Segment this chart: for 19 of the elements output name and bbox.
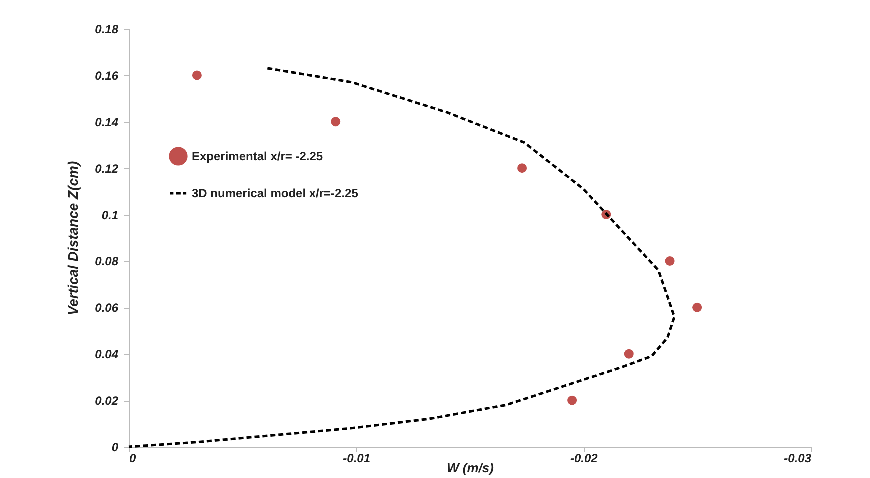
y-tick-label: 0.12 bbox=[95, 162, 119, 176]
y-tick-label: 0.02 bbox=[95, 394, 119, 408]
legend-label: Experimental x/r= -2.25 bbox=[192, 150, 324, 164]
y-tick-label: 0.08 bbox=[95, 254, 119, 269]
legend-label: 3D numerical model x/r=-2.25 bbox=[192, 186, 359, 200]
y-tick-label: 0.14 bbox=[95, 115, 119, 130]
line-series bbox=[128, 67, 676, 448]
y-tick-label: 0.16 bbox=[95, 68, 119, 83]
x-tick-label: -0.01 bbox=[343, 452, 371, 466]
y-axis-title: Vertical Distance Z(cm) bbox=[65, 161, 82, 316]
x-tick-label: -0.02 bbox=[570, 452, 598, 466]
y-tick-label: 0.18 bbox=[95, 22, 119, 36]
x-axis-title: W (m/s) bbox=[447, 460, 494, 476]
x-tick-label: 0 bbox=[130, 452, 136, 466]
x-tick-label: -0.03 bbox=[784, 452, 812, 466]
y-tick-label: 0.06 bbox=[95, 301, 119, 316]
y-tick-label: 0.04 bbox=[95, 348, 119, 362]
y-tick-label: 0.1 bbox=[102, 208, 119, 222]
y-tick-label: 0 bbox=[112, 440, 119, 454]
